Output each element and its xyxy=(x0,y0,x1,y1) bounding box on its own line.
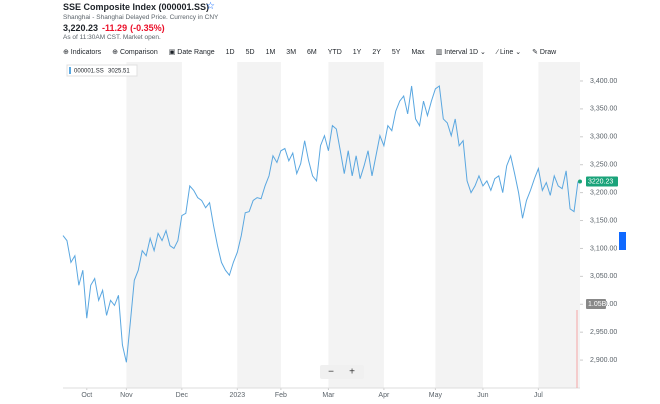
y-tick-label: 2,900.00 xyxy=(590,357,617,364)
zoom-controls[interactable]: − + xyxy=(320,365,364,379)
y-tick-label: 3,150.00 xyxy=(590,217,617,224)
toolbar-item[interactable]: 1D xyxy=(225,48,235,56)
as-of: As of 11:30AM CST. Market open. xyxy=(63,34,161,41)
zoom-out: − xyxy=(328,367,334,378)
y-tick-label: 3,400.00 xyxy=(590,78,617,85)
x-tick-label: May xyxy=(429,392,443,399)
legend-swatch xyxy=(69,67,71,74)
toolbar-item[interactable]: ▣ Date Range xyxy=(168,49,215,56)
month-band xyxy=(328,62,384,388)
x-tick-label: Mar xyxy=(322,392,335,399)
toolbar-item[interactable]: ⊕ Comparison xyxy=(112,49,158,56)
legend-value: 3025.51 xyxy=(108,69,130,75)
toolbar-item[interactable]: 1Y xyxy=(352,48,362,56)
price-row: 3,220.23 -11.29 (-0.35%) xyxy=(63,23,168,33)
toolbar-item[interactable]: ⊕ Indicators xyxy=(63,49,102,56)
y-tick-label: 3,300.00 xyxy=(590,134,617,141)
watchlist-star[interactable]: ☆ xyxy=(206,1,215,12)
x-tick-label: Feb xyxy=(275,392,287,399)
price-line xyxy=(62,85,579,363)
x-tick-label: Jul xyxy=(534,392,543,399)
toolbar-item[interactable]: ∕ Line ⌄ xyxy=(496,49,522,56)
y-tick-label: 3,250.00 xyxy=(590,162,617,169)
legend-name: 000001.SS xyxy=(74,69,104,75)
toolbar-item[interactable]: Max xyxy=(411,48,425,56)
x-tick-label: Nov xyxy=(120,392,133,399)
change-pct: (-0.35%) xyxy=(130,23,165,33)
month-band xyxy=(237,62,281,388)
toolbar-item[interactable]: 1M xyxy=(265,48,276,56)
toolbar-item[interactable]: 5Y xyxy=(391,48,401,56)
last-price: 3220.23 xyxy=(588,178,613,185)
subtitle: Shanghai - Shanghai Delayed Price. Curre… xyxy=(63,14,219,21)
x-tick-label: Jun xyxy=(477,392,488,399)
x-tick-label: Dec xyxy=(176,392,189,399)
y-tick-label: 3,350.00 xyxy=(590,106,617,113)
x-tick-label: Apr xyxy=(378,392,390,399)
toolbar-item[interactable]: 5D xyxy=(245,48,255,56)
legend-box xyxy=(66,64,138,77)
title: SSE Composite Index (000001.SS) xyxy=(63,2,210,12)
zoom-in: + xyxy=(349,367,355,378)
toolbar-item[interactable]: 3M xyxy=(286,48,297,56)
volume-box xyxy=(586,299,606,309)
toolbar-item[interactable]: ▥ Interval 1D ⌄ xyxy=(435,49,486,56)
toolbar-item[interactable]: YTD xyxy=(327,48,342,56)
y-tick-label: 3,050.00 xyxy=(590,273,617,280)
last-price-box xyxy=(586,176,618,187)
volume-label: 1.05B xyxy=(588,301,607,308)
price: 3,220.23 xyxy=(63,23,99,33)
y-tick-label: 2,950.00 xyxy=(590,329,617,336)
month-band xyxy=(538,62,580,388)
x-tick-label: 2023 xyxy=(230,392,246,399)
change: -11.29 xyxy=(102,23,128,33)
toolbar-item[interactable]: ✎ Draw xyxy=(532,49,557,56)
y-tick-label: 3,200.00 xyxy=(590,189,617,196)
toolbar-item[interactable]: 6M xyxy=(307,48,317,56)
y-tick-label: 3,100.00 xyxy=(590,245,617,252)
side-tab[interactable] xyxy=(619,232,626,250)
last-point xyxy=(578,179,582,184)
month-band xyxy=(126,62,182,388)
x-tick-label: Oct xyxy=(81,392,92,399)
toolbar-item[interactable]: 2Y xyxy=(372,48,381,56)
zoom-bg xyxy=(320,365,364,379)
toolbar: ⊕ Indicators ⊕ Comparison ▣ Date Range 1D 5D… xyxy=(63,46,556,58)
